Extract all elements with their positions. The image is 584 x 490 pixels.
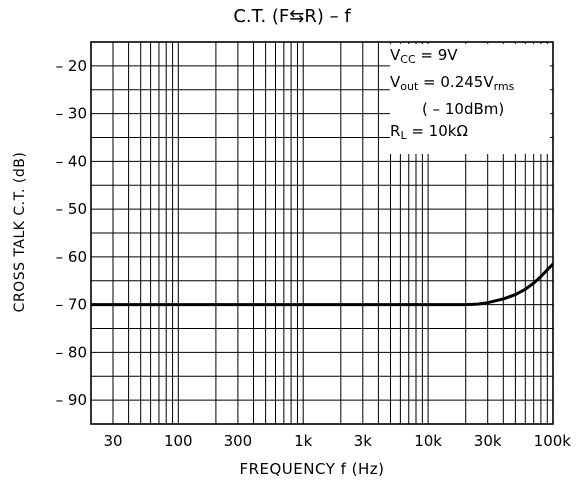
y-tick-label: – 20 [56,57,87,75]
y-tick-label: – 70 [56,296,87,314]
x-tick-label: 300 [224,432,253,450]
x-tick-label: 1k [294,432,313,450]
x-axis-label: FREQUENCY f (Hz) [239,460,385,478]
y-axis-label: CROSS TALK C.T. (dB) [12,151,28,313]
y-tick-label: – 40 [56,152,87,170]
x-tick-labels: 30 100 300 1k 3k 10k 30k 100k [103,432,571,450]
y-tick-label: – 30 [56,105,87,123]
condition-dbm: ( – 10dBm) [422,100,505,118]
x-tick-label: 30 [103,432,122,450]
x-tick-label: 30k [474,432,502,450]
y-tick-label: – 50 [56,200,87,218]
y-tick-label: – 60 [56,248,87,266]
plot-frame [90,41,554,425]
conditions-box: VCC = 9V Vout = 0.245Vrms ( – 10dBm) RL … [390,44,550,154]
x-tick-label: 100 [164,432,193,450]
y-tick-label: – 90 [56,391,87,409]
condition-vout: Vout = 0.245Vrms [390,73,515,93]
x-tick-label: 3k [354,432,373,450]
series-layer [91,262,555,307]
x-tick-label: 100k [534,432,572,450]
chart-title: C.T. (F⇆R) – f [233,6,351,27]
y-tick-labels: – 20 – 30 – 40 – 50 – 60 – 70 – 80 – 90 [56,57,87,409]
crosstalk-curve [91,262,555,307]
condition-vcc: VCC = 9V [390,46,458,66]
condition-rl: RL = 10kΩ [390,122,468,142]
y-tick-label: – 80 [56,343,87,361]
x-tick-label: 10k [414,432,442,450]
